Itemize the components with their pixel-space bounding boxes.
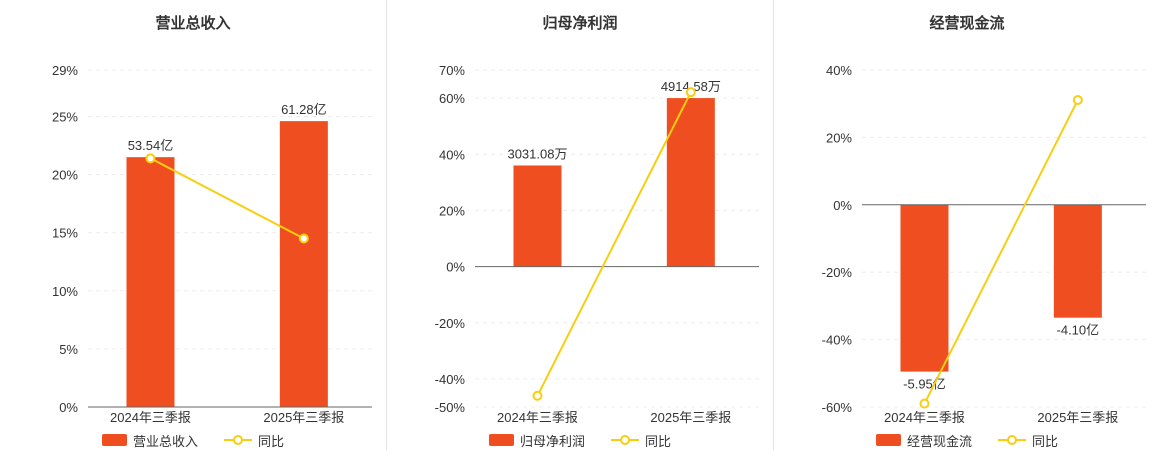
legend: 经营现金流 同比 (774, 430, 1160, 450)
x-category-label: 2024年三季报 (884, 410, 965, 425)
chart-plot-revenue: 29% 25% 20% 15% 10% 5% 0% 53.54亿 61.28亿 2024年三季报 2… (52, 63, 372, 425)
chart-plot-operating-cash-flow: 40% 20% 0% -20% -40% -60% -5.95亿 -4.10亿 2024年三季报… (822, 63, 1146, 425)
y-tick-label: 0% (833, 198, 852, 213)
yoy-point-marker (298, 233, 309, 244)
chart-panel-revenue: 营业总收入 29% 25% 20% 15% 10% 5% 0% 53.54亿 61.28亿 202… (0, 0, 387, 450)
y-tick-label: -50% (435, 400, 466, 415)
y-tick-label: 20% (439, 203, 465, 218)
bar-value-label: 3031.08万 (507, 146, 567, 161)
bar (513, 165, 562, 267)
y-tick-label: 10% (52, 284, 78, 299)
bar (279, 121, 328, 407)
legend-item-line-series[interactable]: 同比 (224, 431, 284, 450)
legend: 归母净利润 同比 (387, 430, 773, 450)
y-tick-label: -60% (822, 400, 853, 415)
x-category-label: 2025年三季报 (650, 410, 731, 425)
legend-item-line-series[interactable]: 同比 (611, 431, 671, 450)
bar-value-label: -4.10亿 (1057, 323, 1100, 338)
chart-title: 归母净利润 (542, 14, 618, 32)
bar-value-label: 4914.58万 (661, 79, 721, 94)
legend-label: 同比 (258, 433, 285, 449)
bar (1053, 204, 1102, 318)
chart-title: 营业总收入 (155, 14, 231, 32)
bar-swatch-icon (101, 434, 127, 446)
bar (666, 98, 715, 267)
line-marker-icon (998, 435, 1026, 445)
y-tick-label: -40% (435, 372, 466, 387)
x-category-label: 2025年三季报 (263, 410, 344, 425)
legend-item-bar-series[interactable]: 归母净利润 (488, 431, 585, 450)
y-tick-label: 20% (826, 130, 852, 145)
yoy-point-marker (532, 390, 543, 401)
line-marker-icon (224, 435, 252, 445)
y-tick-label: 0% (446, 260, 465, 275)
legend-label: 同比 (1032, 433, 1059, 449)
y-tick-label: 40% (439, 147, 465, 162)
bar (900, 204, 949, 372)
y-tick-label: -20% (822, 265, 853, 280)
x-category-label: 2024年三季报 (110, 410, 191, 425)
yoy-line (923, 99, 1079, 405)
y-tick-label: 25% (52, 109, 78, 124)
yoy-point-marker (145, 153, 156, 164)
y-tick-label: 5% (59, 342, 78, 357)
bar-value-label: -5.95亿 (903, 377, 946, 392)
y-tick-label: 70% (439, 63, 465, 78)
y-tick-label: 60% (439, 91, 465, 106)
legend-item-line-series[interactable]: 同比 (998, 431, 1058, 450)
bar-value-label: 53.54亿 (128, 138, 174, 153)
line-marker-icon (611, 435, 639, 445)
x-category-label: 2025年三季报 (1037, 410, 1118, 425)
chart-panel-net-profit: 归母净利润 70% 60% 40% 20% 0% -20% -40% -50% 3031.08万… (387, 0, 774, 450)
legend-label: 归母净利润 (519, 433, 585, 449)
y-tick-label: -20% (435, 316, 466, 331)
y-tick-label: -40% (822, 333, 853, 348)
yoy-point-marker (919, 398, 930, 409)
bar-swatch-icon (488, 434, 514, 446)
bar-swatch-icon (875, 434, 901, 446)
yoy-point-marker (685, 87, 696, 98)
x-category-label: 2024年三季报 (497, 410, 578, 425)
legend: 营业总收入 同比 (0, 430, 386, 450)
legend-item-bar-series[interactable]: 经营现金流 (875, 431, 972, 450)
y-tick-label: 20% (52, 168, 78, 183)
y-tick-label: 15% (52, 226, 78, 241)
legend-item-bar-series[interactable]: 营业总收入 (101, 431, 198, 450)
chart-plot-net-profit: 70% 60% 40% 20% 0% -20% -40% -50% 3031.08万 4914.5… (435, 63, 759, 425)
bar (126, 157, 175, 407)
chart-panel-operating-cash-flow: 经营现金流 40% 20% 0% -20% -40% -60% -5.95亿 -4.10亿 20… (774, 0, 1160, 450)
y-tick-label: 29% (52, 63, 78, 78)
y-tick-label: 0% (59, 400, 78, 415)
yoy-line (150, 157, 305, 240)
yoy-point-marker (1072, 94, 1083, 105)
legend-label: 同比 (645, 433, 672, 449)
bar-value-label: 61.28亿 (281, 102, 327, 117)
chart-title: 经营现金流 (929, 14, 1005, 32)
y-tick-label: 40% (826, 63, 852, 78)
legend-label: 营业总收入 (132, 433, 198, 449)
legend-label: 经营现金流 (906, 433, 972, 449)
yoy-line (536, 91, 692, 397)
